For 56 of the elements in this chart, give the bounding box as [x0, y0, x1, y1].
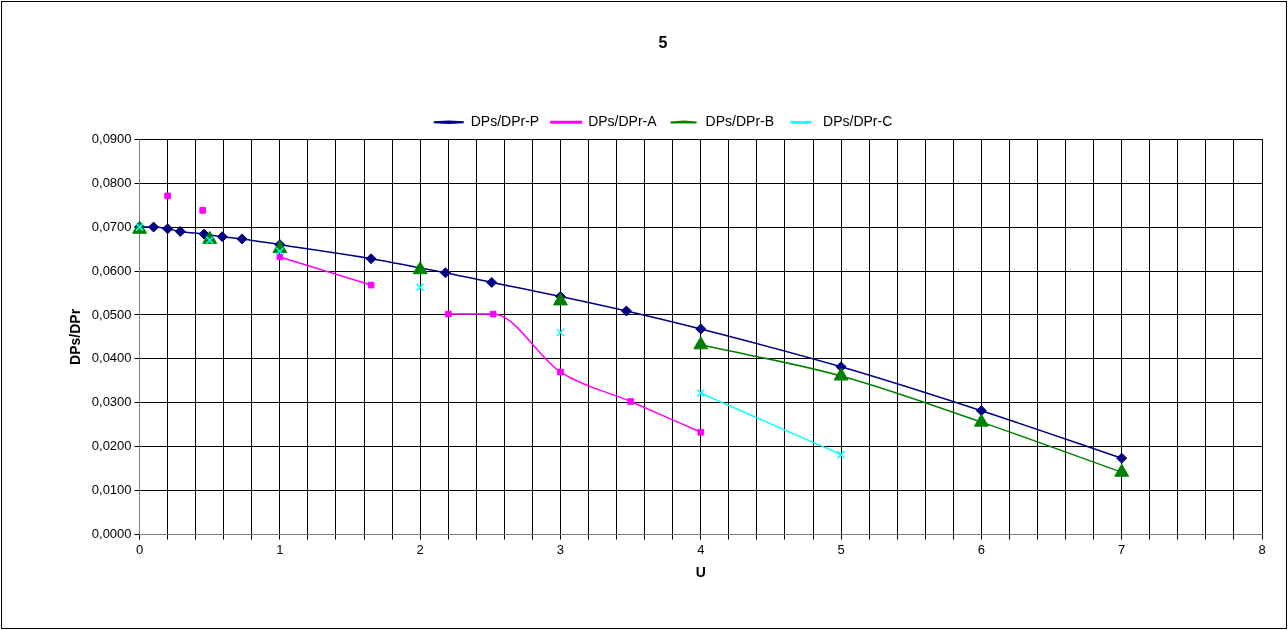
point	[444, 310, 452, 318]
point	[276, 253, 284, 261]
y-tick-label: 0,0000	[91, 526, 132, 542]
x-tick-label: 2	[416, 541, 424, 557]
point	[1114, 463, 1130, 477]
point	[627, 398, 634, 405]
point	[236, 233, 248, 245]
x-tick-label: 5	[837, 541, 845, 557]
x-tick-label: 1	[276, 541, 284, 557]
legend-label: DPs/DPr-B	[705, 113, 775, 130]
legend-label: DPs/DPr-A	[588, 113, 658, 130]
point	[216, 231, 228, 243]
x-tick-label: 6	[977, 541, 986, 557]
point	[174, 225, 186, 237]
y-tick-label: 0,0700	[91, 218, 132, 234]
point	[148, 221, 160, 233]
point	[836, 450, 846, 459]
point	[489, 310, 497, 318]
x-tick-label: 8	[1258, 541, 1266, 557]
x-tick-label: 4	[697, 541, 705, 557]
point	[1116, 452, 1128, 464]
point	[164, 192, 171, 200]
y-tick-label: 0,0600	[91, 262, 132, 278]
point	[973, 413, 989, 427]
y-tick-label: 0,0500	[91, 306, 132, 322]
y-axis-title: DPs/DPr	[67, 308, 84, 365]
point	[693, 336, 709, 350]
point	[365, 253, 377, 265]
x-tick-label: 3	[556, 541, 565, 557]
point	[696, 388, 706, 398]
legend-label: DPs/DPr-C	[823, 113, 893, 130]
point	[412, 261, 428, 275]
point	[695, 323, 707, 335]
point	[553, 292, 568, 306]
x-tick-label: 0	[135, 541, 144, 557]
y-tick-label: 0,0300	[91, 394, 132, 410]
legend-label: DPs/DPr-P	[470, 113, 540, 130]
x-axis-title: U	[695, 564, 706, 581]
point	[162, 223, 174, 235]
x-tick-label: 7	[1118, 541, 1126, 557]
chart-title: 5	[658, 34, 668, 52]
point	[199, 207, 207, 214]
point	[557, 368, 564, 376]
point	[415, 282, 425, 292]
point	[620, 305, 632, 317]
point	[486, 276, 498, 288]
y-tick-label: 0,0100	[91, 482, 132, 498]
point	[439, 267, 451, 279]
y-tick-label: 0,0400	[91, 350, 132, 366]
y-tick-label: 0,0800	[91, 174, 132, 190]
y-tick-label: 0,0900	[91, 130, 132, 146]
point	[833, 367, 849, 381]
point	[556, 328, 565, 337]
y-tick-label: 0,0200	[91, 438, 132, 454]
point	[367, 281, 375, 289]
point	[697, 428, 705, 436]
